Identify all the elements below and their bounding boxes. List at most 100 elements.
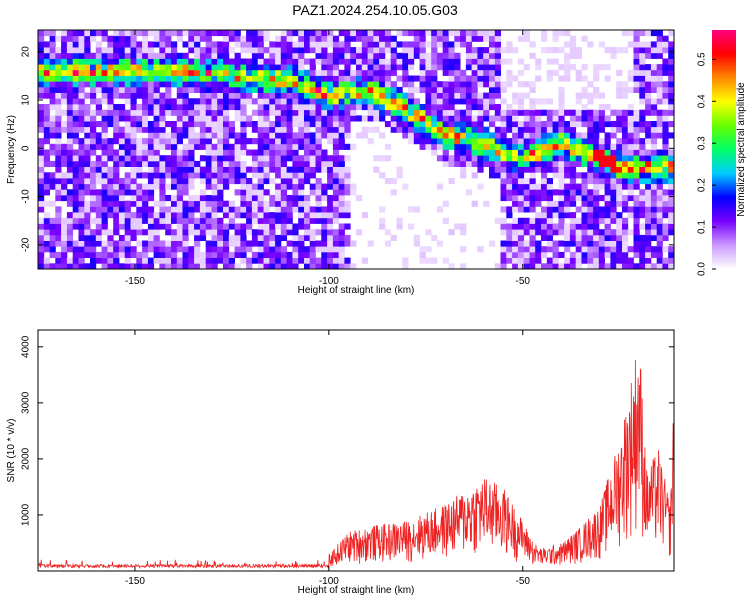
heatmap-cell bbox=[315, 86, 322, 93]
heatmap-cell bbox=[367, 64, 374, 71]
heatmap-cell bbox=[569, 263, 577, 269]
heatmap-cell bbox=[176, 234, 183, 241]
heatmap-cell bbox=[604, 240, 611, 247]
heatmap-cell bbox=[240, 246, 247, 253]
heatmap-cell bbox=[159, 200, 166, 207]
heatmap-cell bbox=[72, 132, 79, 139]
heatmap-cell bbox=[558, 229, 565, 236]
heatmap-cell bbox=[344, 172, 351, 179]
heatmap-cell bbox=[304, 246, 311, 253]
heatmap-cell bbox=[529, 189, 536, 196]
heatmap-cell bbox=[598, 234, 605, 241]
heatmap-cell bbox=[622, 160, 629, 167]
heatmap-cell bbox=[321, 195, 328, 202]
heatmap-cell bbox=[523, 189, 530, 196]
heatmap-cell bbox=[367, 92, 374, 99]
heatmap-cell bbox=[309, 58, 316, 65]
heatmap-cell bbox=[315, 246, 322, 253]
heatmap-cell bbox=[61, 251, 68, 258]
heatmap-cell bbox=[373, 104, 380, 111]
heatmap-cell bbox=[142, 52, 149, 59]
heatmap-cell bbox=[49, 132, 56, 139]
heatmap-cell bbox=[668, 200, 674, 207]
heatmap-cell bbox=[361, 58, 368, 65]
heatmap-cell bbox=[228, 126, 235, 133]
heatmap-cell bbox=[564, 126, 571, 133]
heatmap-cell bbox=[130, 143, 137, 150]
heatmap-cell bbox=[182, 69, 189, 76]
heatmap-cell bbox=[627, 121, 634, 128]
heatmap-cell bbox=[477, 121, 484, 128]
heatmap-cell bbox=[228, 257, 235, 264]
heatmap-cell bbox=[90, 172, 97, 179]
heatmap-cell bbox=[662, 86, 669, 93]
heatmap-cell bbox=[199, 64, 207, 71]
heatmap-cell bbox=[546, 143, 553, 150]
heatmap-cell bbox=[529, 109, 536, 116]
colorbar-tick-label: 0.4 bbox=[697, 94, 708, 108]
heatmap-cell bbox=[500, 223, 507, 230]
heatmap-cell bbox=[436, 138, 444, 145]
heatmap-cell bbox=[512, 143, 519, 150]
heatmap-cell bbox=[350, 115, 357, 122]
heatmap-cell bbox=[211, 69, 218, 76]
heatmap-cell bbox=[107, 257, 114, 264]
heatmap-cell bbox=[315, 58, 322, 65]
heatmap-cell bbox=[49, 223, 56, 230]
heatmap-cell bbox=[604, 234, 611, 241]
heatmap-cell bbox=[650, 126, 658, 133]
heatmap-cell bbox=[431, 75, 438, 82]
heatmap-cell bbox=[130, 69, 137, 76]
heatmap-cell bbox=[575, 52, 582, 59]
heatmap-cell bbox=[581, 217, 588, 224]
heatmap-cell bbox=[176, 246, 183, 253]
heatmap-cell bbox=[217, 69, 224, 76]
heatmap-cell bbox=[136, 212, 143, 219]
heatmap-cell bbox=[292, 178, 299, 185]
heatmap-cell bbox=[257, 47, 264, 54]
heatmap-cell bbox=[263, 92, 270, 99]
heatmap-cell bbox=[361, 98, 368, 105]
heatmap-cell bbox=[136, 104, 143, 111]
heatmap-cell bbox=[234, 240, 241, 247]
heatmap-cell bbox=[38, 35, 45, 42]
heatmap-cell bbox=[639, 200, 646, 207]
heatmap-cell bbox=[107, 121, 114, 128]
heatmap-cell bbox=[656, 257, 663, 264]
heatmap-cell bbox=[616, 126, 623, 133]
heatmap-cell bbox=[517, 92, 525, 99]
heatmap-cell bbox=[182, 52, 189, 59]
heatmap-cell bbox=[604, 200, 611, 207]
heatmap-cell bbox=[153, 183, 160, 190]
heatmap-cell bbox=[84, 229, 91, 236]
heatmap-cell bbox=[211, 212, 218, 219]
heatmap-cell bbox=[587, 149, 594, 156]
heatmap-cell bbox=[650, 52, 658, 59]
heatmap-cell bbox=[101, 138, 108, 145]
heatmap-cell bbox=[541, 143, 548, 150]
heatmap-cell bbox=[257, 92, 264, 99]
heatmap-cell bbox=[332, 138, 340, 145]
heatmap-cell bbox=[535, 126, 542, 133]
heatmap-cell bbox=[321, 149, 328, 156]
heatmap-cell bbox=[171, 109, 178, 116]
heatmap-cell bbox=[639, 109, 646, 116]
heatmap-cell bbox=[656, 234, 663, 241]
heatmap-cell bbox=[251, 240, 259, 247]
heatmap-cell bbox=[408, 30, 415, 37]
heatmap-cell bbox=[251, 206, 259, 213]
heatmap-cell bbox=[558, 121, 565, 128]
heatmap-cell bbox=[240, 160, 247, 167]
heatmap-cell bbox=[489, 52, 496, 59]
heatmap-cell bbox=[263, 69, 270, 76]
heatmap-cell bbox=[575, 75, 582, 82]
heatmap-cell bbox=[471, 126, 478, 133]
heatmap-cell bbox=[188, 143, 195, 150]
heatmap-cell bbox=[413, 98, 420, 105]
heatmap-cell bbox=[338, 115, 345, 122]
heatmap-cell bbox=[350, 58, 357, 65]
heatmap-cell bbox=[419, 58, 426, 65]
heatmap-cell bbox=[49, 115, 56, 122]
heatmap-cell bbox=[419, 246, 426, 253]
heatmap-cell bbox=[436, 81, 444, 88]
